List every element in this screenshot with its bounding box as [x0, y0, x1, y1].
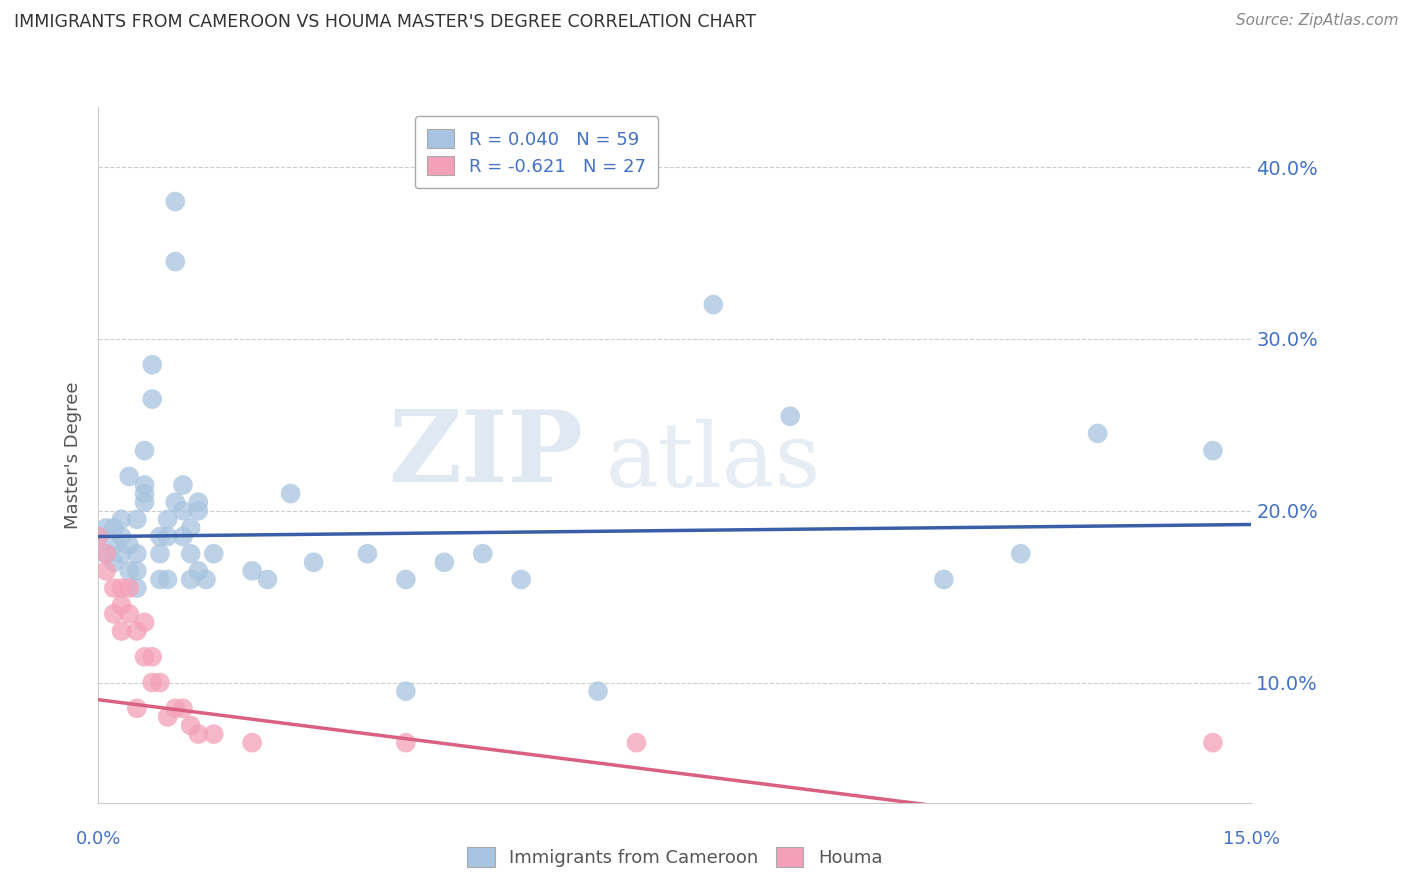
Point: [141, 392, 163, 406]
Point: [134, 495, 156, 509]
Point: [118, 538, 141, 552]
Text: 15.0%: 15.0%: [1223, 830, 1279, 847]
Point: [471, 547, 494, 561]
Point: [125, 547, 148, 561]
Point: [110, 512, 132, 526]
Point: [180, 718, 202, 732]
Point: [156, 710, 179, 724]
Point: [586, 684, 609, 698]
Point: [125, 564, 148, 578]
Point: [94, 564, 117, 578]
Point: [187, 564, 209, 578]
Point: [165, 254, 187, 268]
Point: [118, 607, 141, 621]
Point: [180, 521, 202, 535]
Point: [172, 701, 194, 715]
Point: [118, 564, 141, 578]
Point: [134, 615, 156, 630]
Point: [180, 573, 202, 587]
Text: 0.0%: 0.0%: [76, 830, 121, 847]
Point: [932, 573, 955, 587]
Point: [172, 478, 194, 492]
Point: [149, 547, 172, 561]
Point: [302, 555, 325, 569]
Point: [1087, 426, 1109, 441]
Point: [156, 512, 179, 526]
Point: [187, 727, 209, 741]
Text: ZIP: ZIP: [388, 407, 582, 503]
Point: [103, 607, 125, 621]
Point: [134, 649, 156, 664]
Point: [240, 564, 263, 578]
Point: [125, 512, 148, 526]
Y-axis label: Master's Degree: Master's Degree: [65, 381, 83, 529]
Point: [110, 529, 132, 543]
Point: [165, 701, 187, 715]
Point: [1202, 736, 1225, 750]
Point: [134, 443, 156, 458]
Point: [180, 547, 202, 561]
Point: [149, 675, 172, 690]
Point: [256, 573, 278, 587]
Point: [626, 736, 648, 750]
Point: [141, 358, 163, 372]
Point: [134, 486, 156, 500]
Legend: R = 0.040   N = 59, R = -0.621   N = 27: R = 0.040 N = 59, R = -0.621 N = 27: [415, 116, 658, 188]
Point: [110, 547, 132, 561]
Point: [395, 573, 418, 587]
Point: [110, 599, 132, 613]
Point: [779, 409, 801, 424]
Point: [202, 727, 225, 741]
Legend: Immigrants from Cameroon, Houma: Immigrants from Cameroon, Houma: [460, 839, 890, 874]
Point: [149, 529, 172, 543]
Text: atlas: atlas: [606, 418, 821, 506]
Point: [280, 486, 302, 500]
Point: [187, 504, 209, 518]
Point: [195, 573, 218, 587]
Point: [202, 547, 225, 561]
Point: [702, 297, 724, 311]
Point: [87, 529, 110, 543]
Point: [156, 529, 179, 543]
Point: [94, 547, 117, 561]
Point: [172, 529, 194, 543]
Text: Source: ZipAtlas.com: Source: ZipAtlas.com: [1236, 13, 1399, 29]
Point: [141, 649, 163, 664]
Point: [187, 495, 209, 509]
Point: [240, 736, 263, 750]
Point: [1202, 443, 1225, 458]
Point: [94, 547, 117, 561]
Point: [103, 538, 125, 552]
Point: [118, 469, 141, 483]
Point: [87, 529, 110, 543]
Point: [356, 547, 378, 561]
Point: [149, 573, 172, 587]
Point: [433, 555, 456, 569]
Point: [125, 701, 148, 715]
Text: IMMIGRANTS FROM CAMEROON VS HOUMA MASTER'S DEGREE CORRELATION CHART: IMMIGRANTS FROM CAMEROON VS HOUMA MASTER…: [14, 13, 756, 31]
Point: [125, 624, 148, 638]
Point: [103, 555, 125, 569]
Point: [1010, 547, 1032, 561]
Point: [165, 495, 187, 509]
Point: [110, 581, 132, 595]
Point: [103, 581, 125, 595]
Point: [510, 573, 533, 587]
Point: [156, 573, 179, 587]
Point: [395, 736, 418, 750]
Point: [172, 504, 194, 518]
Point: [165, 194, 187, 209]
Point: [395, 684, 418, 698]
Point: [94, 521, 117, 535]
Point: [103, 521, 125, 535]
Point: [118, 581, 141, 595]
Point: [125, 581, 148, 595]
Point: [110, 624, 132, 638]
Point: [134, 478, 156, 492]
Point: [141, 675, 163, 690]
